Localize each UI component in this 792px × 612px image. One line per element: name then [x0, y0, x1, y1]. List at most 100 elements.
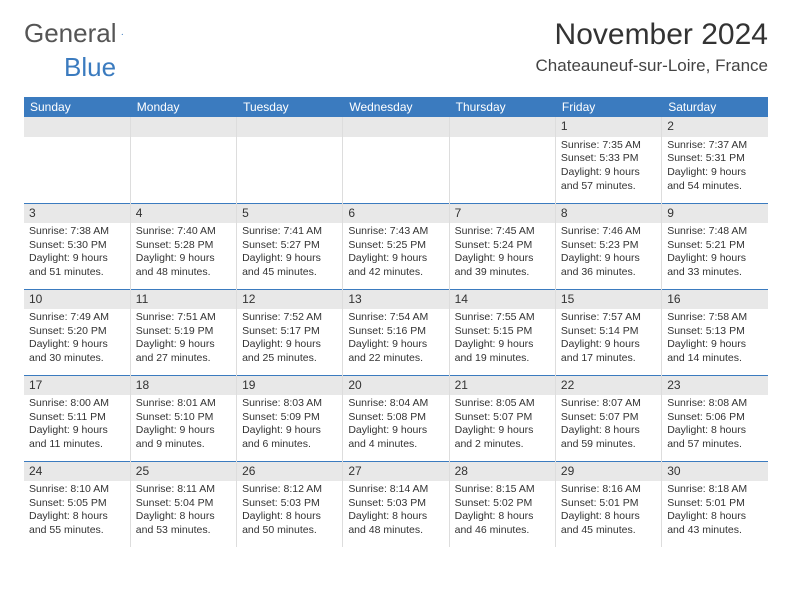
day-number: 5 — [237, 204, 342, 224]
calendar-day-cell — [449, 117, 555, 203]
sunset-text: Sunset: 5:01 PM — [667, 497, 745, 509]
sunset-text: Sunset: 5:31 PM — [667, 152, 745, 164]
day-number: 18 — [131, 376, 236, 396]
daylight-text: Daylight: 9 hours and 14 minutes. — [667, 338, 746, 364]
day-number: 8 — [556, 204, 661, 224]
daylight-text: Daylight: 8 hours and 48 minutes. — [348, 510, 427, 536]
daylight-text: Daylight: 9 hours and 4 minutes. — [348, 424, 427, 450]
calendar-day-cell: 8Sunrise: 7:46 AMSunset: 5:23 PMDaylight… — [555, 203, 661, 289]
sunrise-text: Sunrise: 8:01 AM — [136, 397, 216, 409]
day-content: Sunrise: 7:57 AM Sunset: 5:14 PMDaylight:… — [556, 309, 661, 368]
sunrise-text: Sunrise: 8:12 AM — [242, 483, 322, 495]
sunrise-text: Sunrise: 7:38 AM — [29, 225, 109, 237]
day-number: 16 — [662, 290, 768, 310]
sunrise-text: Sunrise: 8:11 AM — [136, 483, 215, 495]
day-content: Sunrise: 7:58 AMSunset: 5:13 PMDaylight:… — [662, 309, 768, 368]
sunset-text: Sunset: 5:14 PM — [561, 325, 639, 337]
sunset-text: Sunset: 5:02 PM — [455, 497, 533, 509]
day-number-empty — [343, 117, 448, 137]
day-number: 23 — [662, 376, 768, 396]
calendar-week-row: 24Sunrise: 8:10 AMSunset: 5:05 PMDayligh… — [24, 461, 768, 547]
sunset-text: Sunset: 5:06 PM — [667, 411, 745, 423]
calendar-day-cell: 23Sunrise: 8:08 AMSunset: 5:06 PMDayligh… — [662, 375, 768, 461]
location: Chateauneuf-sur-Loire, France — [536, 56, 768, 76]
daylight-text: Daylight: 9 hours and 25 minutes. — [242, 338, 321, 364]
sunrise-text: Sunrise: 8:07 AM — [561, 397, 641, 409]
sunrise-text: Sunrise: 7:52 AM — [242, 311, 322, 323]
sunset-text: Sunset: 5:28 PM — [136, 239, 214, 251]
calendar-day-cell — [24, 117, 130, 203]
sunset-text: Sunset: 5:11 PM — [29, 411, 106, 423]
calendar-day-cell: 5Sunrise: 7:41 AMSunset: 5:27 PMDaylight… — [237, 203, 343, 289]
sunrise-text: Sunrise: 7:46 AM — [561, 225, 641, 237]
day-number: 30 — [662, 462, 768, 482]
day-number: 19 — [237, 376, 342, 396]
weekday-header-row: SundayMondayTuesdayWednesdayThursdayFrid… — [24, 97, 768, 117]
daylight-text: Daylight: 9 hours and 27 minutes. — [136, 338, 215, 364]
day-content: Sunrise: 7:48 AMSunset: 5:21 PMDaylight:… — [662, 223, 768, 282]
calendar-day-cell: 30Sunrise: 8:18 AMSunset: 5:01 PMDayligh… — [662, 461, 768, 547]
calendar-day-cell: 6Sunrise: 7:43 AMSunset: 5:25 PMDaylight… — [343, 203, 449, 289]
sunrise-text: Sunrise: 8:03 AM — [242, 397, 322, 409]
day-content: Sunrise: 7:38 AMSunset: 5:30 PMDaylight:… — [24, 223, 130, 282]
weekday-header: Monday — [130, 97, 236, 117]
sunset-text: Sunset: 5:05 PM — [29, 497, 107, 509]
calendar-day-cell — [130, 117, 236, 203]
day-number: 17 — [24, 376, 130, 396]
daylight-text: Daylight: 9 hours and 54 minutes. — [667, 166, 746, 192]
sunset-text: Sunset: 5:19 PM — [136, 325, 214, 337]
calendar-day-cell — [343, 117, 449, 203]
day-number: 13 — [343, 290, 448, 310]
sunrise-text: Sunrise: 7:35 AM — [561, 139, 641, 151]
day-number: 28 — [450, 462, 555, 482]
day-content: Sunrise: 8:00 AMSunset: 5:11 PMDaylight:… — [24, 395, 130, 454]
sunset-text: Sunset: 5:24 PM — [455, 239, 533, 251]
day-number: 27 — [343, 462, 448, 482]
sunset-text: Sunset: 5:21 PM — [667, 239, 745, 251]
day-content: Sunrise: 7:40 AMSunset: 5:28 PMDaylight:… — [131, 223, 236, 282]
day-number-empty — [24, 117, 130, 137]
day-content: Sunrise: 7:52 AM Sunset: 5:17 PMDaylight:… — [237, 309, 342, 368]
calendar-day-cell: 27Sunrise: 8:14 AMSunset: 5:03 PMDayligh… — [343, 461, 449, 547]
sunrise-text: Sunrise: 7:45 AM — [455, 225, 535, 237]
logo: General — [24, 18, 143, 49]
day-number-empty — [131, 117, 236, 137]
calendar-table: SundayMondayTuesdayWednesdayThursdayFrid… — [24, 97, 768, 547]
sunrise-text: Sunrise: 7:43 AM — [348, 225, 428, 237]
calendar-day-cell: 21Sunrise: 8:05 AMSunset: 5:07 PMDayligh… — [449, 375, 555, 461]
daylight-text: Daylight: 9 hours and 42 minutes. — [348, 252, 427, 278]
day-number: 29 — [556, 462, 661, 482]
sunrise-text: Sunrise: 7:57 AM — [561, 311, 641, 323]
calendar-day-cell: 11Sunrise: 7:51 AM Sunset: 5:19 PMDayligh… — [130, 289, 236, 375]
calendar-day-cell: 9Sunrise: 7:48 AMSunset: 5:21 PMDaylight… — [662, 203, 768, 289]
daylight-text: Daylight: 9 hours and 2 minutes. — [455, 424, 534, 450]
sunrise-text: Sunrise: 8:05 AM — [455, 397, 535, 409]
sunrise-text: Sunrise: 7:51 AM — [136, 311, 216, 323]
day-content: Sunrise: 8:04 AMSunset: 5:08 PMDaylight:… — [343, 395, 448, 454]
sunset-text: Sunset: 5:10 PM — [136, 411, 214, 423]
day-number-empty — [450, 117, 555, 137]
day-number: 11 — [131, 290, 236, 310]
calendar-day-cell: 12Sunrise: 7:52 AMSunset: 5:17 PMDayligh… — [237, 289, 343, 375]
sunset-text: Sunset: 5:17 PM — [242, 325, 320, 337]
calendar-day-cell: 19Sunrise: 8:03 AMSunset: 5:09 PMDayligh… — [237, 375, 343, 461]
day-number: 3 — [24, 204, 130, 224]
sunset-text: Sunset: 5:13 PM — [667, 325, 745, 337]
day-content: Sunrise: 7:49 AMSunset: 5:20 PMDaylight:… — [24, 309, 130, 368]
day-content: Sunrise: 7:35 AMSunset: 5:33 PMDaylight:… — [556, 137, 661, 196]
sunrise-text: Sunrise: 8:15 AM — [455, 483, 535, 495]
sunset-text: Sunset: 5:01 PM — [561, 497, 639, 509]
daylight-text: Daylight: 8 hours and 59 minutes. — [561, 424, 640, 450]
daylight-text: Daylight: 9 hours and 17 minutes. — [561, 338, 640, 364]
calendar-day-cell: 29Sunrise: 8:16 AMSunset: 5:01 PMDayligh… — [555, 461, 661, 547]
calendar-day-cell — [237, 117, 343, 203]
calendar-week-row: 3Sunrise: 7:38 AMSunset: 5:30 PMDaylight… — [24, 203, 768, 289]
sunset-text: Sunset: 5:04 PM — [136, 497, 214, 509]
weekday-header: Thursday — [449, 97, 555, 117]
sunrise-text: Sunrise: 7:48 AM — [667, 225, 747, 237]
daylight-text: Daylight: 9 hours and 51 minutes. — [29, 252, 108, 278]
daylight-text: Daylight: 9 hours and 9 minutes. — [136, 424, 215, 450]
day-number: 4 — [131, 204, 236, 224]
daylight-text: Daylight: 8 hours and 57 minutes. — [667, 424, 746, 450]
daylight-text: Daylight: 9 hours and 22 minutes. — [348, 338, 427, 364]
